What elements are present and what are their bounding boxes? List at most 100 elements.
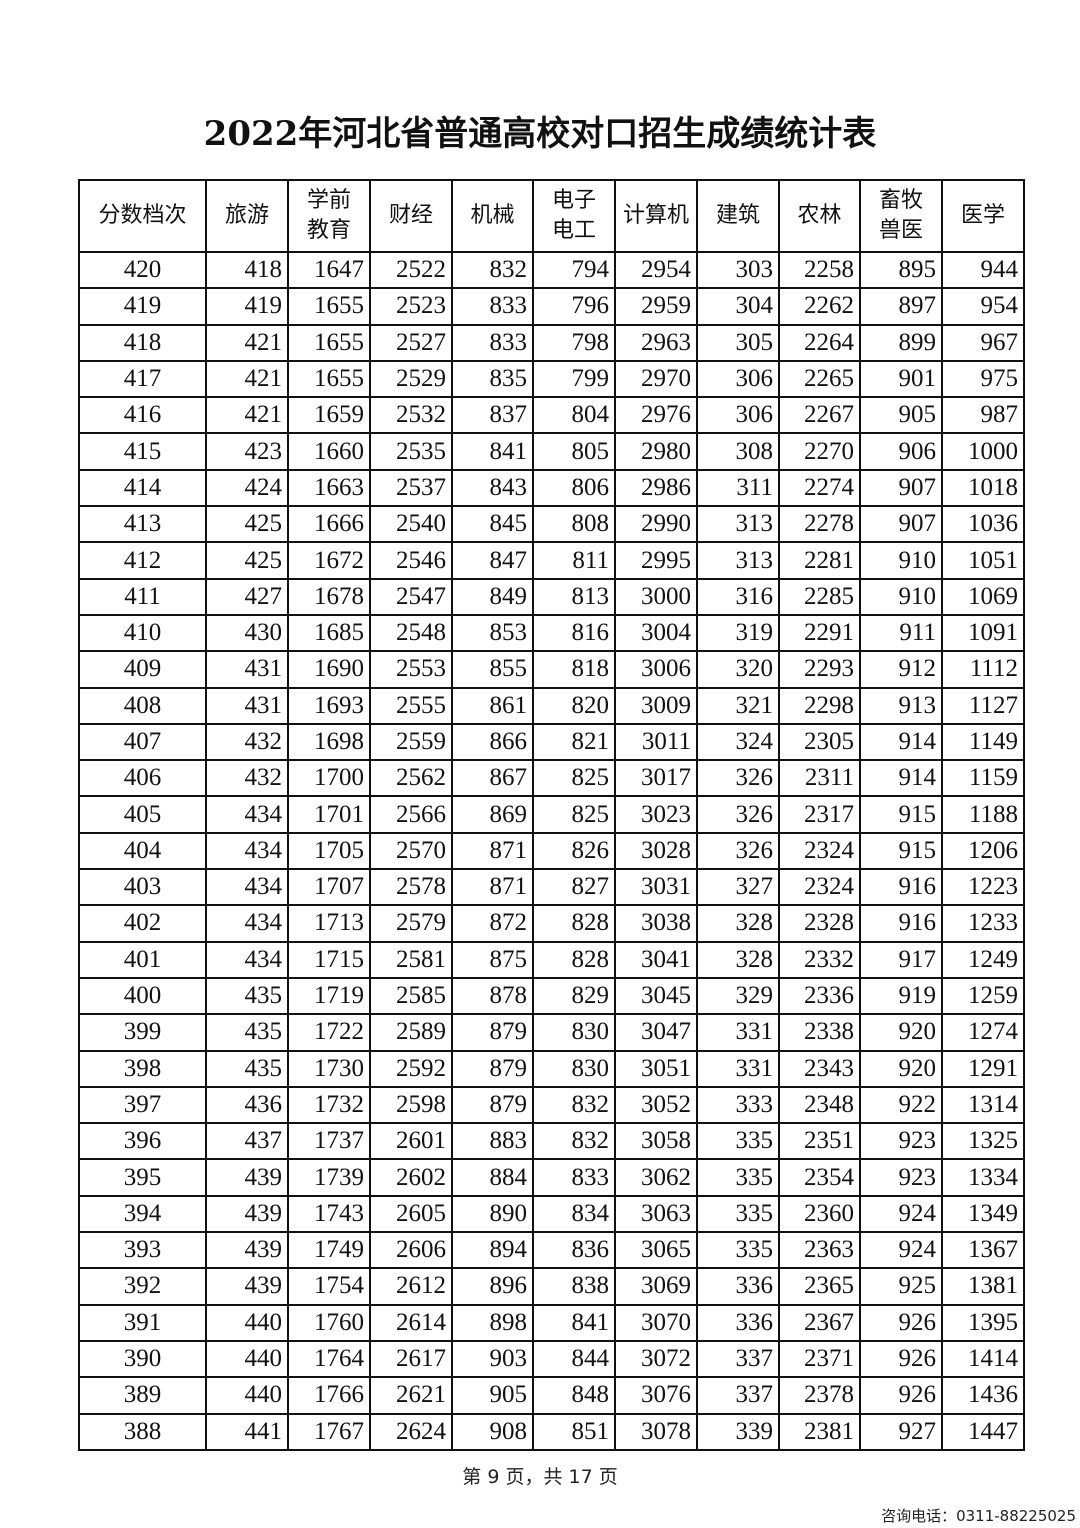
rank-cell: 2555 bbox=[369, 686, 453, 725]
rank-cell: 3058 bbox=[614, 1122, 698, 1161]
score-cell: 394 bbox=[78, 1194, 207, 1234]
score-cell: 395 bbox=[78, 1158, 207, 1197]
rank-cell: 308 bbox=[696, 432, 780, 471]
rank-cell: 1732 bbox=[287, 1085, 371, 1125]
rank-cell: 872 bbox=[451, 904, 534, 943]
rank-cell: 798 bbox=[532, 323, 616, 362]
score-cell: 388 bbox=[78, 1412, 207, 1451]
rank-cell: 867 bbox=[451, 759, 534, 798]
rank-cell: 2529 bbox=[369, 359, 453, 399]
rank-cell: 3045 bbox=[614, 976, 698, 1016]
rank-cell: 440 bbox=[205, 1339, 289, 1379]
rank-cell: 987 bbox=[941, 396, 1025, 435]
rank-cell: 1666 bbox=[287, 505, 371, 544]
rank-cell: 796 bbox=[532, 287, 616, 326]
rank-cell: 3065 bbox=[614, 1231, 698, 1270]
rank-cell: 832 bbox=[451, 250, 534, 290]
rank-cell: 3023 bbox=[614, 795, 698, 834]
rank-cell: 3011 bbox=[614, 722, 698, 762]
rank-cell: 3041 bbox=[614, 940, 698, 979]
rank-cell: 898 bbox=[451, 1303, 534, 1342]
rank-cell: 926 bbox=[859, 1339, 943, 1379]
rank-cell: 437 bbox=[205, 1122, 289, 1161]
rank-cell: 439 bbox=[205, 1267, 289, 1306]
score-cell: 412 bbox=[78, 541, 207, 580]
rank-cell: 1685 bbox=[287, 613, 371, 653]
rank-cell: 808 bbox=[532, 505, 616, 544]
rank-cell: 423 bbox=[205, 432, 289, 471]
rank-cell: 1349 bbox=[941, 1194, 1025, 1234]
rank-cell: 2381 bbox=[778, 1412, 861, 1451]
rank-cell: 914 bbox=[859, 722, 943, 762]
rank-cell: 2265 bbox=[778, 359, 861, 399]
score-cell: 413 bbox=[78, 505, 207, 544]
score-cell: 401 bbox=[78, 940, 207, 979]
rank-cell: 825 bbox=[532, 759, 616, 798]
rank-cell: 804 bbox=[532, 396, 616, 435]
rank-cell: 832 bbox=[532, 1122, 616, 1161]
table-row: 400 435 1719 2585 878 829 3045 329 2336 919 1259 bbox=[78, 976, 1025, 1016]
score-cell: 396 bbox=[78, 1122, 207, 1161]
rank-cell: 2585 bbox=[369, 976, 453, 1016]
rank-cell: 884 bbox=[451, 1158, 534, 1197]
table-row: 393 439 1749 2606 894 836 3065 335 2363 924 1367 bbox=[78, 1231, 1025, 1270]
rank-cell: 897 bbox=[859, 287, 943, 326]
rank-cell: 304 bbox=[696, 287, 780, 326]
rank-cell: 829 bbox=[532, 976, 616, 1016]
rank-cell: 883 bbox=[451, 1122, 534, 1161]
column-header: 机械 bbox=[451, 179, 534, 253]
rank-cell: 906 bbox=[859, 432, 943, 471]
table-row: 413 425 1666 2540 845 808 2990 313 2278 907 1036 bbox=[78, 505, 1025, 544]
rank-cell: 844 bbox=[532, 1339, 616, 1379]
rank-cell: 2602 bbox=[369, 1158, 453, 1197]
table-row: 412 425 1672 2546 847 811 2995 313 2281 910 1051 bbox=[78, 541, 1025, 580]
rank-cell: 907 bbox=[859, 505, 943, 544]
rank-cell: 794 bbox=[532, 250, 616, 290]
rank-cell: 915 bbox=[859, 831, 943, 871]
column-header: 计算机 bbox=[614, 179, 698, 253]
rank-cell: 2976 bbox=[614, 396, 698, 435]
rank-cell: 915 bbox=[859, 795, 943, 834]
rank-cell: 2606 bbox=[369, 1231, 453, 1270]
rank-cell: 319 bbox=[696, 613, 780, 653]
rank-cell: 2546 bbox=[369, 541, 453, 580]
rank-cell: 827 bbox=[532, 868, 616, 907]
rank-cell: 306 bbox=[696, 396, 780, 435]
rank-cell: 439 bbox=[205, 1158, 289, 1197]
table-row: 411 427 1678 2547 849 813 3000 316 2285 910 1069 bbox=[78, 577, 1025, 616]
rank-cell: 848 bbox=[532, 1376, 616, 1415]
rank-cell: 3017 bbox=[614, 759, 698, 798]
rank-cell: 2578 bbox=[369, 868, 453, 907]
score-cell: 414 bbox=[78, 468, 207, 508]
rank-cell: 3078 bbox=[614, 1412, 698, 1451]
rank-cell: 1698 bbox=[287, 722, 371, 762]
rank-cell: 1655 bbox=[287, 359, 371, 399]
rank-cell: 306 bbox=[696, 359, 780, 399]
rank-cell: 1722 bbox=[287, 1013, 371, 1052]
table-row: 406 432 1700 2562 867 825 3017 326 2311 914 1159 bbox=[78, 759, 1025, 798]
rank-cell: 421 bbox=[205, 359, 289, 399]
column-header: 建筑 bbox=[696, 179, 780, 253]
rank-cell: 926 bbox=[859, 1376, 943, 1415]
rank-cell: 2553 bbox=[369, 650, 453, 689]
rank-cell: 2954 bbox=[614, 250, 698, 290]
rank-cell: 434 bbox=[205, 868, 289, 907]
rank-cell: 869 bbox=[451, 795, 534, 834]
rank-cell: 2980 bbox=[614, 432, 698, 471]
rank-cell: 440 bbox=[205, 1376, 289, 1415]
rank-cell: 331 bbox=[696, 1013, 780, 1052]
rank-cell: 843 bbox=[451, 468, 534, 508]
rank-cell: 2328 bbox=[778, 904, 861, 943]
rank-cell: 836 bbox=[532, 1231, 616, 1270]
rank-cell: 2324 bbox=[778, 831, 861, 871]
table-row: 397 436 1732 2598 879 832 3052 333 2348 922 1314 bbox=[78, 1085, 1025, 1125]
rank-cell: 1159 bbox=[941, 759, 1025, 798]
rank-cell: 3051 bbox=[614, 1049, 698, 1088]
score-cell: 404 bbox=[78, 831, 207, 871]
rank-cell: 896 bbox=[451, 1267, 534, 1306]
rank-cell: 1018 bbox=[941, 468, 1025, 508]
rank-cell: 1659 bbox=[287, 396, 371, 435]
score-cell: 393 bbox=[78, 1231, 207, 1270]
rank-cell: 1274 bbox=[941, 1013, 1025, 1052]
rank-cell: 2581 bbox=[369, 940, 453, 979]
